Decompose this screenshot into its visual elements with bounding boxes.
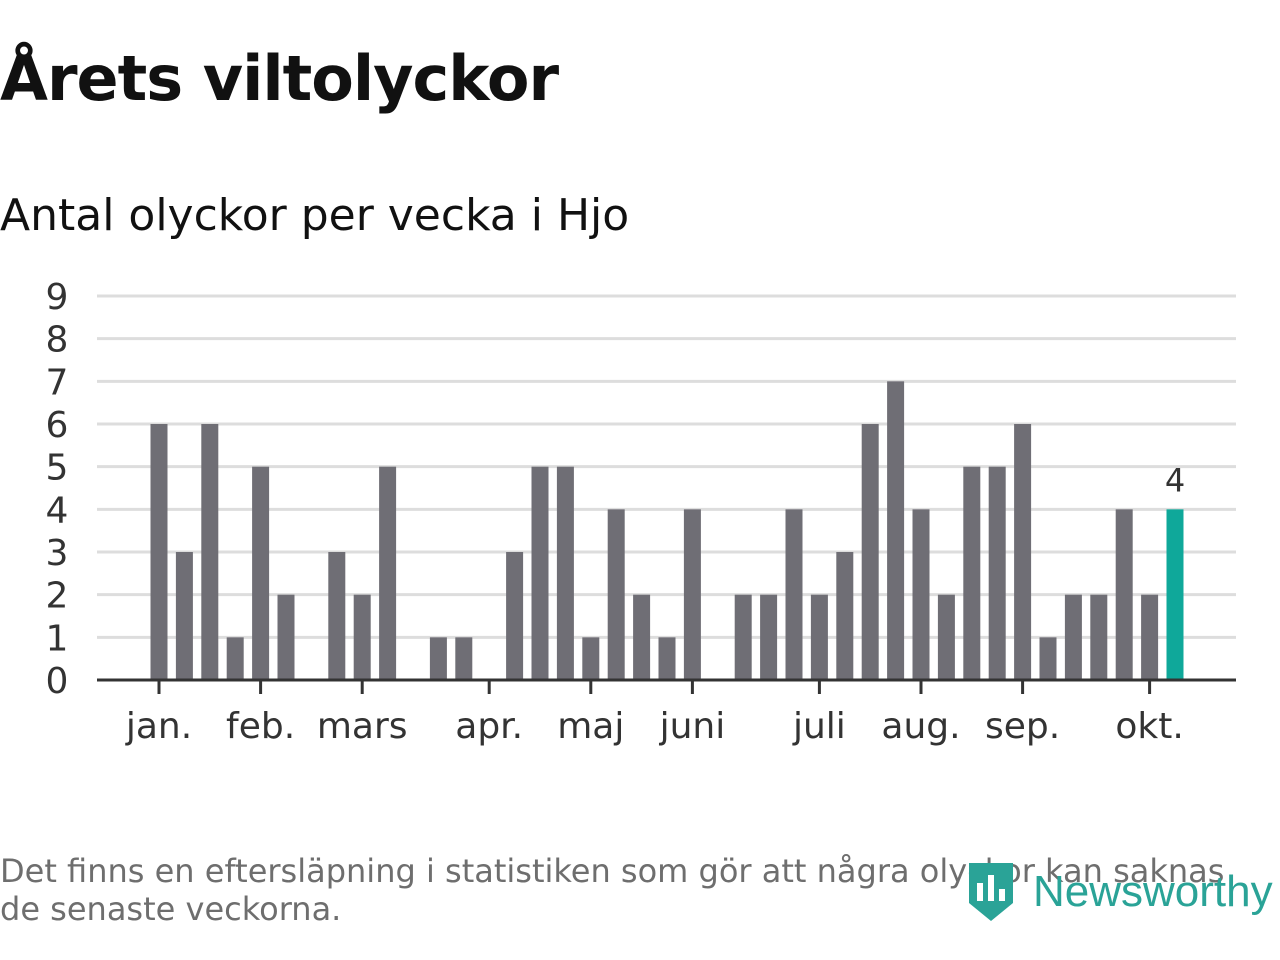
footnote: Det finns en eftersläpning i statistiken… <box>0 852 1225 928</box>
bar <box>531 466 549 680</box>
bar <box>175 552 193 680</box>
x-tick-label: maj <box>557 706 624 747</box>
x-tick-label: jan. <box>125 706 192 747</box>
newsworthy-logo: Newsworthy <box>965 862 1273 922</box>
data-labels: 4 <box>1165 461 1185 499</box>
bar <box>1064 594 1082 680</box>
bar <box>150 424 168 680</box>
bar <box>760 594 778 680</box>
bar <box>1141 594 1159 680</box>
y-tick-label: 0 <box>46 661 69 702</box>
y-tick-label: 7 <box>46 362 69 403</box>
bar <box>556 466 574 680</box>
bar <box>379 466 397 680</box>
bar <box>988 466 1006 680</box>
y-tick-label: 6 <box>46 405 69 446</box>
x-axis: jan. feb. mars apr. maj juni juli aug. sep. okt. <box>97 678 1236 747</box>
bar <box>506 552 524 680</box>
chart-title: Årets viltolyckor <box>0 42 559 115</box>
bar <box>810 594 828 680</box>
bar <box>861 424 879 680</box>
bar <box>252 466 270 680</box>
bar <box>633 594 651 680</box>
bar <box>277 594 295 680</box>
x-tick-label: okt. <box>1115 706 1183 747</box>
bar <box>353 594 371 680</box>
bar <box>607 509 625 680</box>
bar <box>887 381 905 680</box>
bar-chart-shield-icon <box>969 863 1013 921</box>
x-tick-label: mars <box>317 706 408 747</box>
x-tick-label: juli <box>792 706 846 747</box>
x-tick-label: juni <box>659 706 726 747</box>
bar <box>201 424 219 680</box>
bar <box>582 637 600 680</box>
bar <box>226 637 244 680</box>
chart-subtitle: Antal olyckor per vecka i Hjo <box>0 190 630 241</box>
x-tick-label: aug. <box>881 706 960 747</box>
bars <box>150 381 1184 680</box>
bar <box>734 594 752 680</box>
bar <box>1039 637 1057 680</box>
value-label: 4 <box>1165 461 1185 499</box>
y-tick-label: 4 <box>46 490 69 531</box>
x-tick-label: sep. <box>985 706 1060 747</box>
bar <box>683 509 701 680</box>
y-tick-label: 5 <box>46 448 69 489</box>
x-tick-label: apr. <box>455 706 523 747</box>
gridlines <box>97 294 1236 639</box>
x-tick-label: feb. <box>226 706 295 747</box>
bar <box>785 509 803 680</box>
bar <box>836 552 854 680</box>
y-tick-label: 1 <box>46 618 69 659</box>
y-tick-label: 3 <box>46 533 69 574</box>
logo-text: Newsworthy <box>1033 867 1273 916</box>
bar <box>455 637 473 680</box>
bar <box>937 594 955 680</box>
y-tick-label: 8 <box>46 320 69 361</box>
bar <box>658 637 676 680</box>
bar <box>1090 594 1108 680</box>
bar <box>963 466 981 680</box>
bar-highlight <box>1166 509 1184 680</box>
bar <box>328 552 346 680</box>
bar <box>912 509 930 680</box>
bar <box>1014 424 1032 680</box>
bar <box>1115 509 1133 680</box>
y-tick-label: 9 <box>46 277 69 318</box>
y-tick-label: 2 <box>46 576 69 617</box>
bar <box>429 637 447 680</box>
